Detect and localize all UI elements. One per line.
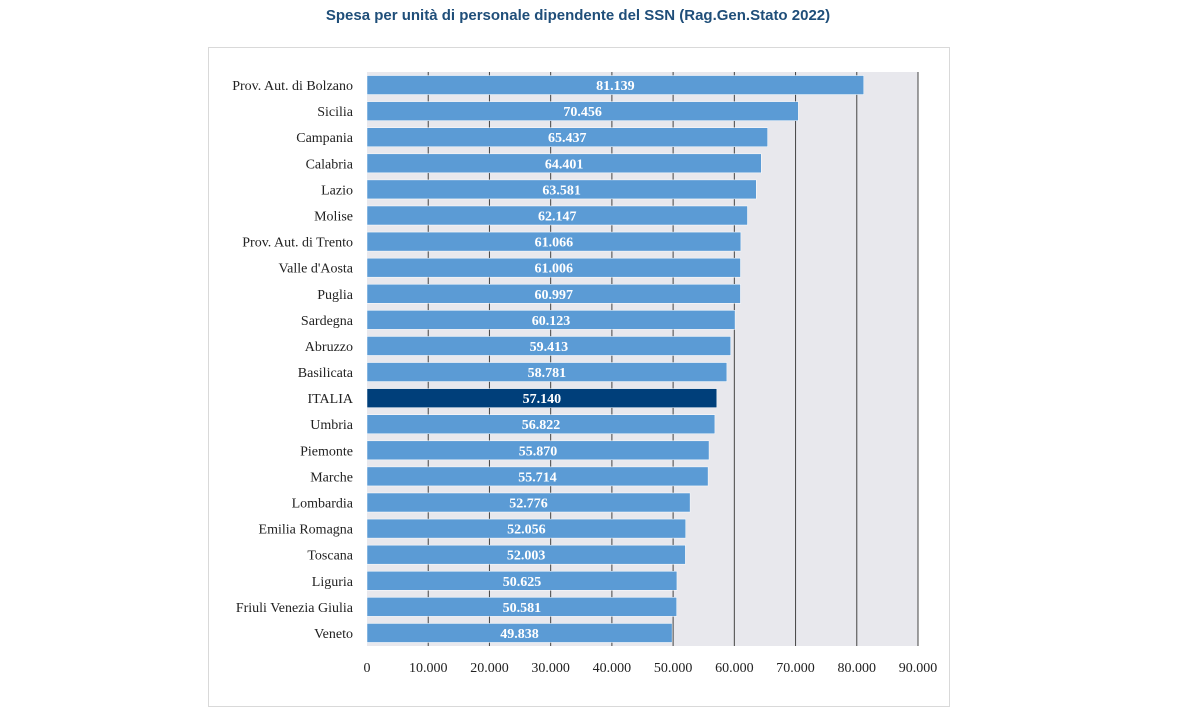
category-label: Valle d'Aosta xyxy=(279,262,354,277)
bar xyxy=(366,75,865,95)
category-label: Campania xyxy=(296,131,354,146)
category-label: Umbria xyxy=(310,418,354,433)
bar xyxy=(366,440,710,461)
bar xyxy=(366,597,677,617)
data-label: 49.838 xyxy=(500,627,539,642)
data-label: 50.625 xyxy=(503,575,542,590)
category-label: Friuli Venezia Giulia xyxy=(236,601,354,616)
category-label: Marche xyxy=(310,470,353,485)
x-tick-label: 80.000 xyxy=(838,661,877,676)
category-label: Lombardia xyxy=(292,497,354,512)
data-label: 52.003 xyxy=(507,549,546,564)
x-tick-label: 50.000 xyxy=(654,661,693,676)
bar xyxy=(366,284,741,304)
data-label: 61.006 xyxy=(534,262,573,277)
bar xyxy=(366,466,709,487)
bar-highlight xyxy=(366,388,718,408)
data-label: 61.066 xyxy=(535,236,574,251)
data-label: 64.401 xyxy=(545,157,584,172)
bar xyxy=(366,623,673,643)
data-label: 60.997 xyxy=(534,288,573,303)
category-label: Veneto xyxy=(314,627,353,642)
x-tick-label: 60.000 xyxy=(715,661,754,676)
chart-title: Spesa per unità di personale dipendente … xyxy=(325,7,831,24)
bar-chart: 0 10.000 20.000 30.000 40.000 50.000 60.000 70.… xyxy=(232,72,938,676)
category-label: Sardegna xyxy=(301,314,354,329)
data-label: 81.139 xyxy=(596,79,635,94)
category-label: Basilicata xyxy=(298,366,354,381)
category-label: Puglia xyxy=(317,288,354,303)
bar xyxy=(366,362,728,382)
category-label: Toscana xyxy=(307,549,353,564)
bar xyxy=(366,257,741,278)
bar xyxy=(366,101,799,121)
category-label: Lazio xyxy=(321,183,353,198)
category-label: Liguria xyxy=(312,575,354,590)
bar xyxy=(366,492,691,513)
x-tick-label: 40.000 xyxy=(593,661,632,676)
data-label: 55.870 xyxy=(519,444,558,459)
bar xyxy=(366,231,742,252)
category-label: Emilia Romagna xyxy=(259,523,354,538)
bar xyxy=(366,179,757,200)
data-label: 58.781 xyxy=(528,366,567,381)
bar xyxy=(366,518,686,539)
category-label: Molise xyxy=(314,210,353,225)
bar xyxy=(366,205,748,226)
x-tick-label: 0 xyxy=(364,661,371,676)
x-tick-label: 20.000 xyxy=(470,661,509,676)
data-label: 63.581 xyxy=(542,183,581,198)
x-tick-label: 10.000 xyxy=(409,661,448,676)
category-label: Piemonte xyxy=(300,444,353,459)
data-label: 50.581 xyxy=(503,601,542,616)
category-label: Abruzzo xyxy=(305,340,353,355)
category-label: Sicilia xyxy=(317,105,354,120)
category-label: Prov. Aut. di Bolzano xyxy=(232,79,353,94)
data-label: 52.776 xyxy=(509,497,548,512)
data-label: 57.140 xyxy=(523,392,562,407)
data-label: 60.123 xyxy=(532,314,571,329)
data-label: 52.056 xyxy=(507,523,546,538)
data-label: 65.437 xyxy=(548,131,587,146)
bar xyxy=(366,310,736,330)
data-label: 62.147 xyxy=(538,210,577,225)
bar xyxy=(366,544,686,565)
category-label: ITALIA xyxy=(307,392,353,407)
data-label: 56.822 xyxy=(522,418,561,433)
category-label: Calabria xyxy=(306,157,354,172)
data-label: 70.456 xyxy=(563,105,602,120)
bar xyxy=(366,571,678,591)
bar xyxy=(366,336,731,356)
bar xyxy=(366,153,762,174)
category-label: Prov. Aut. di Trento xyxy=(242,236,353,251)
data-label: 59.413 xyxy=(530,340,569,355)
data-label: 55.714 xyxy=(518,470,557,485)
x-tick-label: 90.000 xyxy=(899,661,938,676)
bar xyxy=(366,414,716,434)
x-tick-label: 30.000 xyxy=(531,661,570,676)
x-tick-label: 70.000 xyxy=(776,661,815,676)
bar xyxy=(366,127,768,147)
